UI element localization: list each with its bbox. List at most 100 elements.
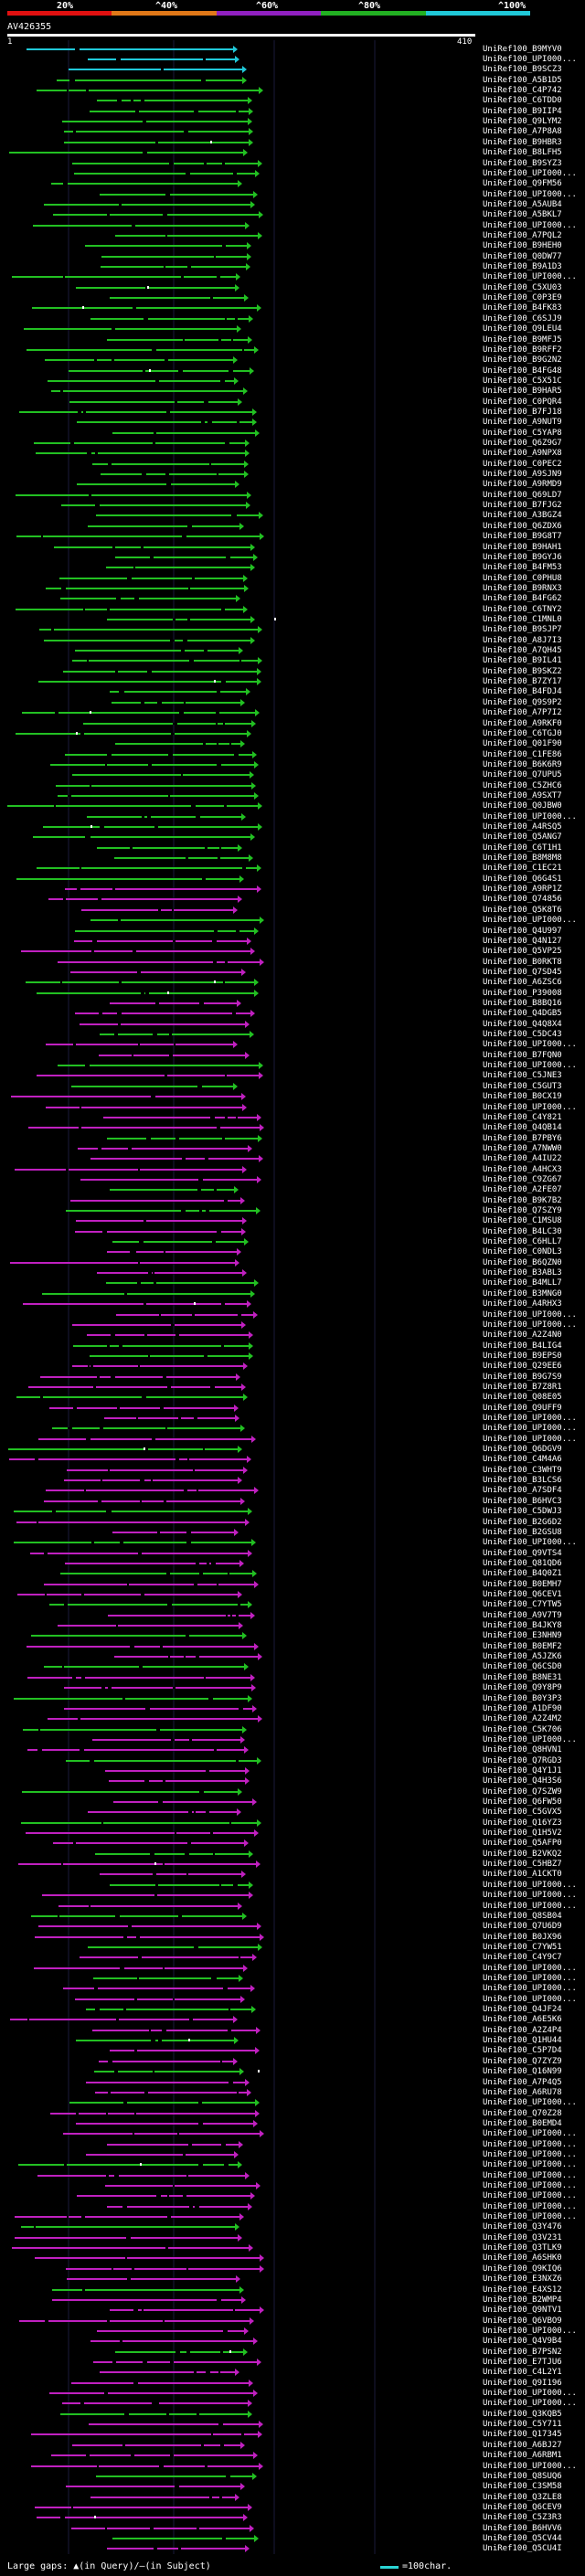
hit-bar[interactable] bbox=[59, 575, 248, 582]
hit-label[interactable]: UniRef100_E7TJU6 bbox=[483, 2358, 562, 2367]
hit-bar[interactable] bbox=[64, 1684, 256, 1691]
hit-bar[interactable] bbox=[38, 1923, 261, 1930]
hit-label[interactable]: UniRef100_A9NUT9 bbox=[483, 418, 562, 427]
hit-label[interactable]: UniRef100_A7P8A8 bbox=[483, 127, 562, 136]
hit-bar[interactable] bbox=[85, 242, 251, 249]
hit-bar[interactable] bbox=[43, 823, 262, 831]
hit-label[interactable]: UniRef100_Q9VTS4 bbox=[483, 1549, 562, 1558]
hit-label[interactable]: UniRef100_C0PQR4 bbox=[483, 398, 562, 407]
hit-bar[interactable] bbox=[101, 471, 249, 478]
hit-label[interactable]: UniRef100_UPI000... bbox=[483, 2171, 577, 2180]
hit-bar[interactable] bbox=[42, 1892, 253, 1899]
hit-label[interactable]: UniRef100_UPI000... bbox=[483, 2160, 577, 2169]
hit-label[interactable]: UniRef100_B9GYJ6 bbox=[483, 553, 562, 562]
hit-label[interactable]: UniRef100_Q9FM56 bbox=[483, 179, 562, 188]
hit-label[interactable]: UniRef100_Q81QD6 bbox=[483, 1559, 562, 1568]
hit-label[interactable]: UniRef100_UPI000... bbox=[483, 2389, 577, 2398]
hit-label[interactable]: UniRef100_Q4QB14 bbox=[483, 1123, 562, 1132]
hit-label[interactable]: UniRef100_B3ABL3 bbox=[483, 1268, 562, 1277]
hit-bar[interactable] bbox=[96, 2473, 257, 2480]
hit-bar[interactable] bbox=[63, 1985, 255, 1992]
hit-label[interactable]: UniRef100_UPI000... bbox=[483, 1320, 577, 1330]
hit-bar[interactable] bbox=[93, 2359, 261, 2366]
hit-label[interactable]: UniRef100_A6E5K6 bbox=[483, 2015, 562, 2024]
hit-label[interactable]: UniRef100_C3WHT9 bbox=[483, 1466, 562, 1475]
hit-label[interactable]: UniRef100_Q29EE6 bbox=[483, 1362, 562, 1371]
hit-bar[interactable] bbox=[27, 346, 259, 354]
hit-bar[interactable] bbox=[57, 77, 247, 84]
hit-bar[interactable] bbox=[21, 1819, 261, 1827]
hit-bar[interactable] bbox=[16, 606, 248, 613]
hit-bar[interactable] bbox=[99, 1052, 250, 1059]
hit-label[interactable]: UniRef100_B6K6R9 bbox=[483, 760, 562, 769]
hit-bar[interactable] bbox=[53, 211, 263, 218]
hit-label[interactable]: UniRef100_A6RU78 bbox=[483, 2088, 562, 2097]
hit-label[interactable]: UniRef100_A4IU22 bbox=[483, 1154, 562, 1163]
hit-bar[interactable] bbox=[26, 1829, 259, 1837]
hit-label[interactable]: UniRef100_B0CX19 bbox=[483, 1092, 562, 1101]
hit-label[interactable]: UniRef100_B9IIP4 bbox=[483, 107, 562, 116]
hit-bar[interactable] bbox=[104, 1415, 239, 1422]
hit-label[interactable]: UniRef100_UPI000... bbox=[483, 1414, 577, 1423]
hit-bar[interactable] bbox=[18, 2161, 242, 2168]
hit-label[interactable]: UniRef100_UPI000... bbox=[483, 2150, 577, 2159]
hit-bar[interactable] bbox=[19, 408, 257, 416]
hit-label[interactable]: UniRef100_C5GUT3 bbox=[483, 1082, 562, 1091]
hit-bar[interactable] bbox=[54, 544, 255, 551]
hit-bar[interactable] bbox=[62, 118, 252, 125]
hit-label[interactable]: UniRef100_Q4JF24 bbox=[483, 2005, 562, 2014]
hit-bar[interactable] bbox=[27, 1674, 255, 1681]
hit-bar[interactable] bbox=[100, 1871, 246, 1878]
hit-label[interactable]: UniRef100_UPI000... bbox=[483, 272, 577, 281]
hit-bar[interactable] bbox=[16, 533, 264, 540]
hit-label[interactable]: UniRef100_Q1H5V2 bbox=[483, 1829, 562, 1838]
hit-bar[interactable] bbox=[90, 2337, 258, 2345]
hit-label[interactable]: UniRef100_Q9KIQ6 bbox=[483, 2264, 562, 2274]
hit-bar[interactable] bbox=[19, 2317, 254, 2325]
hit-label[interactable]: UniRef100_A5BKL7 bbox=[483, 210, 562, 219]
hit-label[interactable]: UniRef100_UPI000... bbox=[483, 1995, 577, 2004]
hit-bar[interactable] bbox=[80, 1176, 261, 1183]
hit-bar[interactable] bbox=[65, 885, 261, 893]
hit-label[interactable]: UniRef100_Q3TLK9 bbox=[483, 2243, 562, 2253]
hit-label[interactable]: UniRef100_B7PSN2 bbox=[483, 2348, 562, 2357]
hit-bar[interactable] bbox=[37, 2514, 248, 2521]
hit-bar[interactable] bbox=[33, 222, 250, 229]
hit-label[interactable]: UniRef100_UPI000... bbox=[483, 1424, 577, 1433]
hit-bar[interactable] bbox=[42, 1290, 255, 1298]
hit-label[interactable]: UniRef100_C5DC43 bbox=[483, 1030, 562, 1039]
hit-label[interactable]: UniRef100_C5XU03 bbox=[483, 283, 562, 292]
hit-label[interactable]: UniRef100_UPI000... bbox=[483, 2399, 577, 2408]
hit-label[interactable]: UniRef100_B9A1D3 bbox=[483, 262, 562, 271]
hit-bar[interactable] bbox=[44, 1663, 249, 1670]
hit-label[interactable]: UniRef100_C5JNE3 bbox=[483, 1071, 562, 1080]
hit-bar[interactable] bbox=[112, 1238, 249, 1246]
hit-bar[interactable] bbox=[60, 2411, 252, 2418]
hit-label[interactable]: UniRef100_E4XS12 bbox=[483, 2285, 562, 2295]
hit-bar[interactable] bbox=[44, 1581, 259, 1588]
hit-label[interactable]: UniRef100_Q4Y1J1 bbox=[483, 1766, 562, 1776]
hit-bar[interactable] bbox=[65, 751, 257, 758]
hit-bar[interactable] bbox=[90, 917, 264, 924]
hit-label[interactable]: UniRef100_A7QH45 bbox=[483, 646, 562, 655]
hit-bar[interactable] bbox=[52, 2296, 246, 2304]
hit-bar[interactable] bbox=[31, 2431, 262, 2438]
hit-bar[interactable] bbox=[34, 1965, 248, 1972]
hit-label[interactable]: UniRef100_Q8SB04 bbox=[483, 1912, 562, 1921]
hit-label[interactable]: UniRef100_UPI000... bbox=[483, 1435, 577, 1444]
hit-bar[interactable] bbox=[52, 1425, 245, 1432]
hit-bar[interactable] bbox=[95, 2089, 251, 2096]
hit-bar[interactable] bbox=[107, 336, 252, 344]
hit-label[interactable]: UniRef100_Q7SZY9 bbox=[483, 1206, 562, 1215]
hit-bar[interactable] bbox=[12, 273, 240, 281]
hit-bar[interactable] bbox=[35, 2254, 264, 2262]
hit-bar[interactable] bbox=[16, 1519, 250, 1526]
hit-bar[interactable] bbox=[86, 2006, 256, 2013]
hit-bar[interactable] bbox=[92, 1736, 245, 1744]
hit-bar[interactable] bbox=[113, 1798, 257, 1806]
hit-label[interactable]: UniRef100_A5AUB4 bbox=[483, 200, 562, 209]
hit-label[interactable]: UniRef100_B9SKZ2 bbox=[483, 667, 562, 676]
hit-label[interactable]: UniRef100_Q17345 bbox=[483, 2430, 562, 2439]
hit-label[interactable]: UniRef100_A2Z4P4 bbox=[483, 2026, 562, 2035]
hit-label[interactable]: UniRef100_A1CKT0 bbox=[483, 1870, 562, 1879]
